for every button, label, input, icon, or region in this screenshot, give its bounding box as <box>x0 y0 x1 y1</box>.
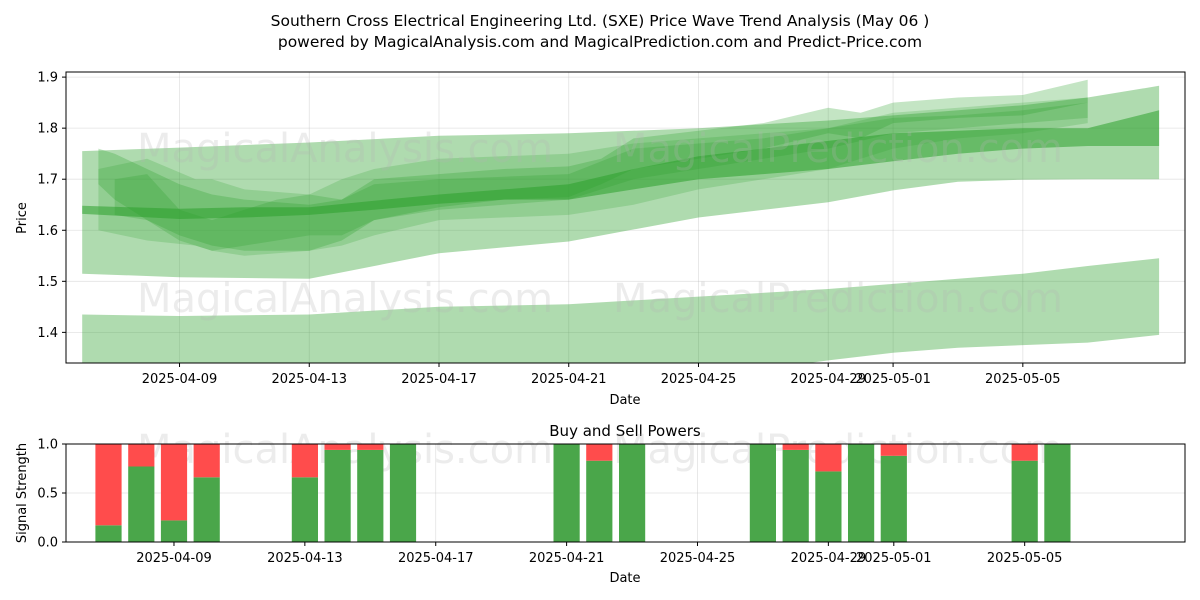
signal-x-axis: 2025-04-09 2025-04-13 2025-04-17 2025-04-21… <box>136 542 1062 566</box>
sell-bar-4 <box>291 444 318 478</box>
sell-bar-15 <box>880 444 907 456</box>
signal-x-tick-label-7: 2025-05-05 <box>987 551 1063 566</box>
price-y-tick-label-1: 1.5 <box>37 275 58 290</box>
signal-y-axis-label: Signal Strength <box>15 443 30 543</box>
price-x-tick-label-0: 2025-04-09 <box>142 372 218 387</box>
price-plot-grid <box>66 72 1185 363</box>
watermark-magicalanalysis-upper: MagicalAnalysis.com <box>137 126 553 172</box>
sell-bar-9 <box>586 444 613 461</box>
price-y-tick-label-3: 1.7 <box>37 173 58 188</box>
signal-x-tick-label-6: 2025-05-01 <box>856 551 932 566</box>
signal-y-tick-label-1: 0.5 <box>37 487 58 502</box>
signal-y-tick-label-0: 0.0 <box>37 536 58 551</box>
sell-bar-6 <box>357 444 384 450</box>
price-plot-bands <box>82 79 1160 363</box>
price-x-tick-label-2: 2025-04-17 <box>401 372 477 387</box>
buy-bar-3 <box>193 477 220 542</box>
buy-bar-14 <box>848 444 875 542</box>
signal-y-axis: 0.0 0.5 1.0 <box>37 438 66 551</box>
price-plot-frame <box>65 71 1186 364</box>
price-y-tick-label-0: 1.4 <box>37 326 58 341</box>
price-y-tick-label-4: 1.8 <box>37 122 58 137</box>
buy-bar-6 <box>357 449 384 542</box>
buy-bar-0 <box>95 525 122 542</box>
watermark-magicalanalysis-lower: MagicalAnalysis.com <box>137 276 553 322</box>
signal-plot-title: Buy and Sell Powers <box>549 422 701 440</box>
price-y-axis-label: Price <box>15 202 30 234</box>
buy-bar-2 <box>160 520 188 542</box>
signal-x-tick-label-2: 2025-04-17 <box>398 551 474 566</box>
price-band-wave-1 <box>98 97 1088 256</box>
sell-bar-1 <box>128 444 155 467</box>
buy-bar-13 <box>815 471 842 542</box>
buy-bar-10 <box>619 444 646 542</box>
sell-bar-3 <box>193 444 220 478</box>
signal-x-tick-label-5: 2025-04-29 <box>791 551 867 566</box>
price-y-tick-label-2: 1.6 <box>37 224 58 239</box>
buy-bar-17 <box>1044 444 1071 542</box>
sell-bar-2 <box>160 444 188 521</box>
buy-bar-7 <box>389 444 417 542</box>
price-plot-background <box>66 72 1185 363</box>
buy-bar-12 <box>782 449 809 542</box>
price-x-axis-label: Date <box>609 393 640 408</box>
chart-title-line2: powered by MagicalAnalysis.com and Magic… <box>278 33 922 51</box>
signal-bars <box>95 444 1071 542</box>
watermark-magicalprediction-lower: MagicalPrediction.com <box>613 276 1063 322</box>
price-x-tick-label-6: 2025-05-01 <box>855 372 931 387</box>
buy-bar-15 <box>880 455 907 542</box>
sell-bar-13 <box>815 444 842 472</box>
buy-bar-5 <box>324 449 351 542</box>
price-y-axis: 1.4 1.5 1.6 1.7 1.8 1.9 <box>37 71 66 341</box>
watermark-magicalprediction-upper: MagicalPrediction.com <box>613 126 1063 172</box>
price-band-wide-lower-band <box>82 258 1160 363</box>
signal-y-tick-label-2: 1.0 <box>37 438 58 453</box>
buy-bar-9 <box>586 460 613 542</box>
price-y-tick-label-5: 1.9 <box>37 71 58 86</box>
signal-x-tick-label-1: 2025-04-13 <box>267 551 343 566</box>
signal-plot: Buy and Sell Powers MagicalAnalysis.com … <box>15 422 1186 586</box>
price-x-tick-label-7: 2025-05-05 <box>985 372 1061 387</box>
signal-x-tick-label-4: 2025-04-25 <box>660 551 736 566</box>
price-band-central-trend <box>82 110 1160 219</box>
signal-x-tick-label-3: 2025-04-21 <box>529 551 605 566</box>
price-plot: MagicalAnalysis.com MagicalPrediction.co… <box>15 71 1186 408</box>
buy-bar-11 <box>749 444 776 542</box>
price-x-tick-label-4: 2025-04-25 <box>661 372 737 387</box>
sell-bar-5 <box>324 444 351 450</box>
price-x-tick-label-3: 2025-04-21 <box>531 372 607 387</box>
price-x-tick-label-5: 2025-04-29 <box>790 372 866 387</box>
price-x-tick-label-1: 2025-04-13 <box>271 372 347 387</box>
price-x-axis: 2025-04-09 2025-04-13 2025-04-17 2025-04-21… <box>142 363 1061 387</box>
signal-x-axis-label: Date <box>609 571 640 586</box>
sell-bar-12 <box>782 444 809 450</box>
buy-bar-8 <box>553 444 580 542</box>
sell-bar-0 <box>95 444 122 526</box>
chart-title-line1: Southern Cross Electrical Engineering Lt… <box>271 12 930 30</box>
buy-bar-4 <box>291 477 318 542</box>
sell-bar-16 <box>1011 444 1038 461</box>
signal-x-tick-label-0: 2025-04-09 <box>136 551 212 566</box>
buy-bar-16 <box>1011 460 1038 542</box>
buy-bar-1 <box>128 466 155 542</box>
price-plot-watermarks: MagicalAnalysis.com MagicalPrediction.co… <box>137 126 1063 322</box>
